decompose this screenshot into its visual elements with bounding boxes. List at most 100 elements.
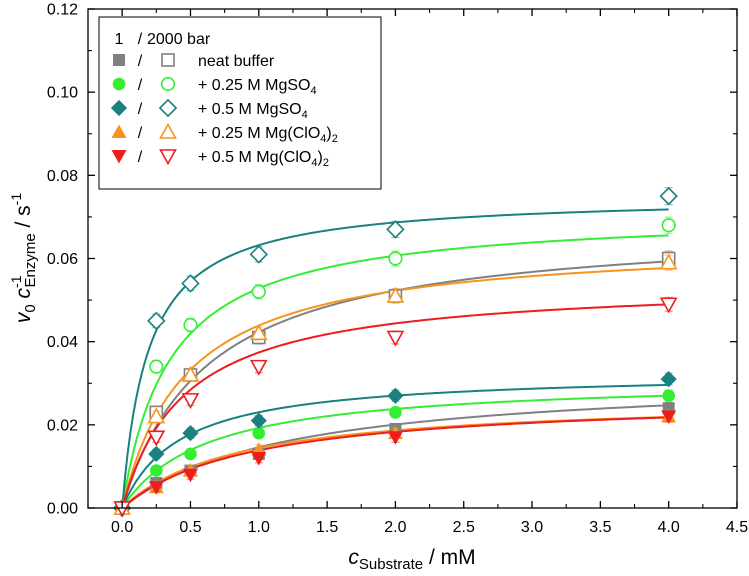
legend-marker-1bar-4 [111,124,127,138]
legend-label-sub2: 2 [332,133,338,145]
y-tick-label: 0.08 [47,168,78,185]
legend-slash: / [138,125,143,142]
legend-slash: / [138,77,143,94]
data-point-4-p2000 [386,286,405,303]
legend-label-sub2: 2 [323,157,329,169]
x-tick-label: 0.0 [111,519,133,536]
data-point-4-p2000 [147,407,166,424]
y-tick-label: 0.12 [47,2,78,19]
x-axis-label-unit: / mM [423,546,476,569]
data-point-4-p2000 [181,365,200,382]
legend-marker-2000bar-3 [158,98,178,118]
legend-box [98,16,382,190]
y-tick-label: 0.00 [47,501,78,518]
y-axis-label-c-sub: Enzyme [22,233,39,287]
data-point-2-p2000 [388,251,403,266]
y-tick-label: 0.10 [47,85,78,102]
legend-label-text: + 0.5 M MgSO [198,101,302,118]
x-tick-label: 4.0 [658,519,680,536]
y-tick-label: 0.04 [47,334,78,351]
legend-marker-2000bar-1 [161,53,175,67]
x-tick-label: 0.5 [179,519,201,536]
legend-label-text: neat buffer [198,53,275,70]
data-point-5-p2000 [249,359,268,376]
data-point-4-p2000 [249,324,268,341]
legend-marker-2000bar-5 [159,149,177,166]
y-axis-label-v-sub: 0 [22,304,39,312]
data-point-2-p1 [662,389,675,403]
data-point-3-p1 [387,387,404,404]
data-point-2-p1 [184,447,197,461]
data-point-3-p2000 [147,311,166,331]
legend-header-right: 2000 bar [147,31,211,48]
data-point-2-p2000 [149,359,164,374]
data-point-5-p1 [661,410,677,425]
data-point-2-p2000 [251,284,266,299]
data-point-3-p2000 [181,274,200,293]
x-tick-label: 4.5 [726,519,748,536]
axes: 0.0 0.5 1.0 1.5 2.0 2.5 3.0 3.5 4.0 4.5 0.00 0.02 0.… [47,2,748,537]
data-point-5-p2000 [659,297,678,314]
legend-marker-1bar-5 [111,150,127,164]
legend-label-3: + 0.5 M MgSO4 [198,101,308,121]
legend-label-1: neat buffer [198,53,275,70]
legend-label-text: + 0.25 M MgSO [198,77,311,94]
data-point-5-p1 [148,481,164,495]
legend-header-left: 1 [115,31,124,48]
x-tick-label: 3.5 [589,519,611,536]
legend-header-slash: / [138,31,143,48]
data-point-2-p2000 [661,218,676,233]
legend-label-5: + 0.5 M Mg(ClO4)2 [198,149,329,169]
x-tick-label: 3.0 [521,519,543,536]
data-point-5-p2000 [147,430,166,447]
legend-label-sub: 4 [311,157,317,169]
data-point-3-p1 [148,445,165,463]
data-point-3-p2000 [659,186,678,206]
data-point-2-p2000 [183,317,198,333]
legend-label-sub: 4 [302,109,308,121]
legend-label-sub: 4 [320,133,326,145]
legend-label-tail: ) [317,149,322,166]
legend-label-sub: 4 [311,85,317,97]
x-axis-label: cSubstrate / mM [348,546,475,573]
data-point-5-p2000 [386,330,405,347]
data-point-5-p2000 [181,393,200,410]
data-point-5-p1 [251,452,267,466]
data-point-4-p2000 [659,253,678,270]
x-axis-label-main: c [348,546,359,569]
data-point-5-p1 [387,431,403,445]
legend-label-4: + 0.25 M Mg(ClO4)2 [198,125,338,145]
y-axis-label: v0 c-1Enzyme / s-1 [8,193,39,324]
data-point-2-p1 [150,464,163,477]
fit-curve-5-fit2000 [121,303,669,509]
x-tick-label: 1.5 [316,519,338,536]
y-tick-label: 0.02 [47,417,78,434]
data-point-3-p2000 [386,220,405,239]
legend-label-text: + 0.25 M Mg(ClO [198,125,320,142]
y-axis-label-unit: / s [12,205,35,233]
legend: 1/2000 bar/neat buffer/+ 0.25 M MgSO4/+ … [98,16,382,190]
data-point-3-p1 [182,425,199,442]
x-tick-label: 1.0 [248,519,270,536]
x-axis-label-sub: Substrate [359,556,423,573]
data-point-3-p2000 [249,245,269,264]
legend-slash: / [138,149,143,166]
y-tick-label: 0.06 [47,251,78,268]
fit-curve-2-fit2000 [121,234,669,509]
data-point-5-p1 [182,468,198,483]
legend-label-text: + 0.5 M Mg(ClO [198,149,311,166]
x-tick-label: 2.5 [453,519,475,536]
data-point-2-p1 [389,406,402,419]
legend-label-tail: ) [326,125,331,142]
y-axis-label-v: v [12,311,35,323]
y-axis-label-unit-sup: -1 [8,193,24,206]
data-points [112,186,678,518]
x-tick-label: 2.0 [384,519,406,536]
y-axis-label-c: c [12,287,35,304]
data-point-3-p1 [250,412,267,429]
legend-marker-1bar-2 [112,77,126,91]
legend-slash: / [138,101,143,118]
y-axis-label-c-sup: -1 [8,275,24,288]
